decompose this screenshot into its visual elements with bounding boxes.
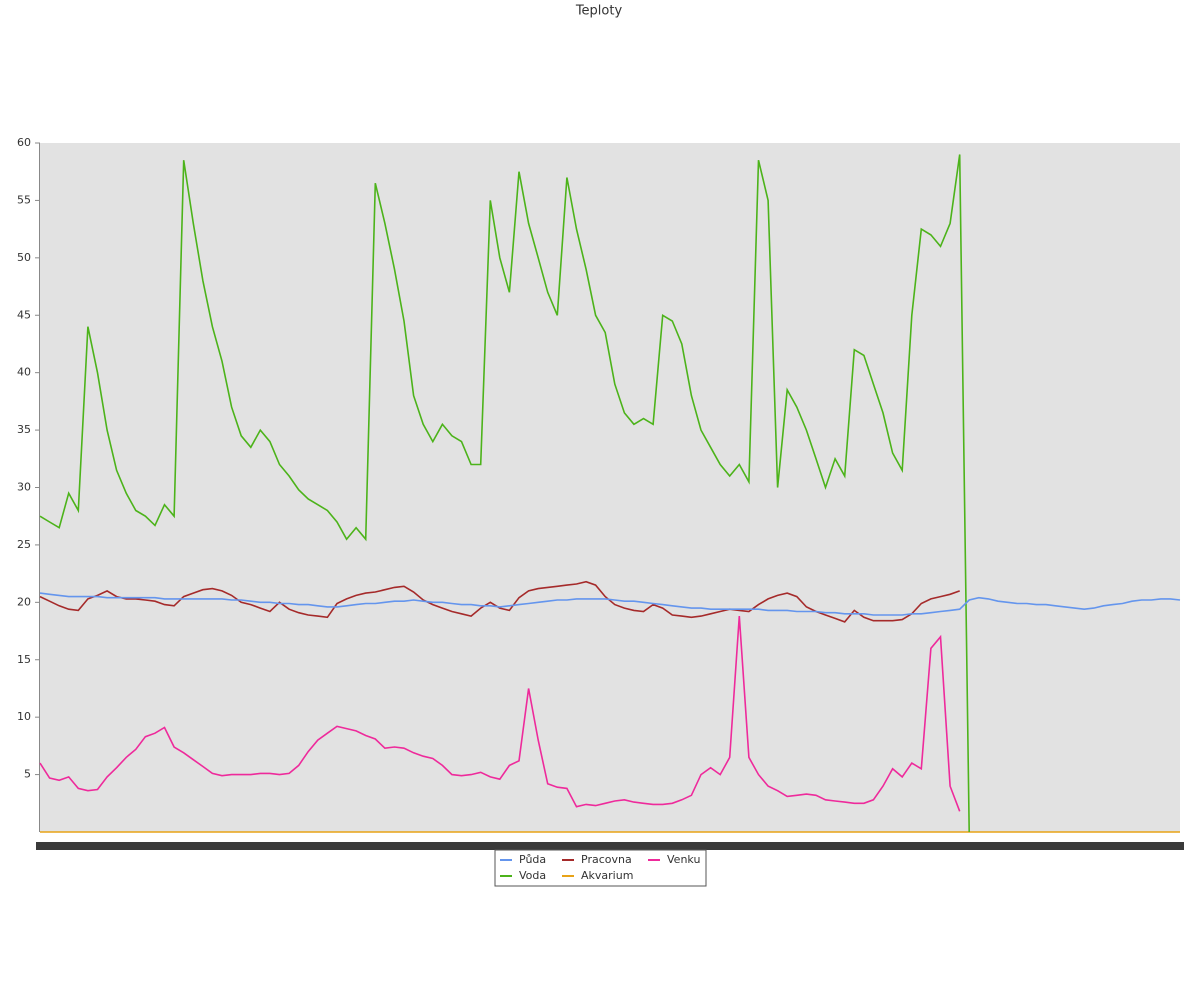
plot-area: [40, 143, 1180, 832]
y-tick-label: 5: [24, 768, 31, 781]
y-tick-label: 60: [17, 136, 31, 149]
y-tick-label: 35: [17, 423, 31, 436]
legend-label: Půda: [519, 853, 546, 866]
legend-label: Akvarium: [581, 869, 633, 882]
legend-label: Venku: [667, 853, 700, 866]
y-tick-label: 55: [17, 193, 31, 206]
x-tick-labels-band: [36, 842, 1184, 850]
y-tick-label: 25: [17, 538, 31, 551]
y-tick-label: 50: [17, 251, 31, 264]
y-tick-label: 10: [17, 710, 31, 723]
series-line: [39, 616, 961, 812]
y-tick-label: 40: [17, 366, 31, 379]
legend: [494, 849, 707, 887]
y-tick-label: 15: [17, 653, 31, 666]
series-line: [39, 154, 970, 833]
y-tick-label: 30: [17, 481, 31, 494]
chart-title: Teploty: [575, 4, 623, 19]
series-line: [39, 592, 1181, 616]
y-tick-label: 20: [17, 595, 31, 608]
legend-label: Voda: [519, 869, 546, 882]
legend-label: Pracovna: [581, 853, 632, 866]
series-line: [39, 580, 960, 623]
y-tick-label: 45: [17, 308, 31, 321]
